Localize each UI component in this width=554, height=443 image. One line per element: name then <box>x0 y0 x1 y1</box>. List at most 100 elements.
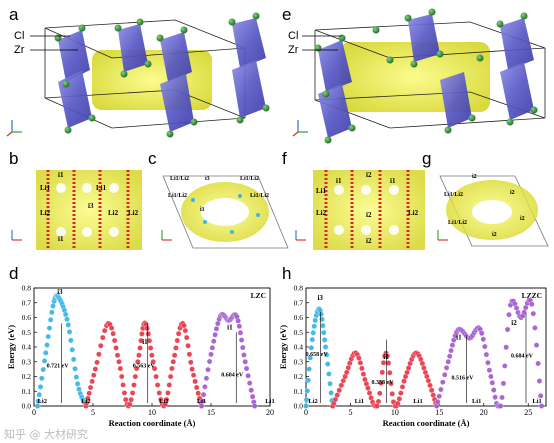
site-label: i3 <box>205 176 210 182</box>
data-point <box>192 378 198 385</box>
data-point <box>128 396 134 403</box>
data-point <box>182 327 189 334</box>
data-point <box>35 398 42 404</box>
data-point <box>212 332 218 338</box>
site-label: Li1/Li2 <box>250 193 270 199</box>
site-label: i1 <box>58 171 64 179</box>
energy-chart-lzc: 0.0 0.1 0.2 0.3 0.4 0.5 0.6 0.7 0.8 0 5 10 15 20 React… <box>6 284 275 429</box>
annotation-label: 0.563 eV <box>133 364 156 370</box>
data-point <box>245 372 251 379</box>
data-point <box>306 366 312 372</box>
data-point <box>535 360 541 367</box>
x-tick-label: 5 <box>91 408 95 417</box>
data-point <box>166 382 173 388</box>
data-point <box>378 380 384 386</box>
data-point <box>538 403 545 409</box>
data-point <box>238 337 245 343</box>
data-point <box>68 337 74 344</box>
data-point <box>70 356 77 363</box>
data-point <box>43 350 49 356</box>
data-point <box>428 387 435 394</box>
label-zr-e: Zr <box>288 44 299 56</box>
data-point <box>388 380 394 387</box>
data-point <box>98 342 104 349</box>
data-point <box>366 390 373 396</box>
data-point <box>40 366 46 373</box>
data-point <box>90 372 97 378</box>
annotation-label: i2 <box>511 319 517 327</box>
data-point <box>502 363 508 369</box>
site-label: i2 <box>520 216 525 222</box>
site-label: Li2 <box>40 209 51 217</box>
data-point <box>153 373 159 380</box>
x-tick-label: 20 <box>266 408 274 417</box>
data-point <box>213 326 220 332</box>
data-point <box>73 374 80 380</box>
site-label: Li1/Li2 <box>168 193 188 199</box>
data-point <box>485 359 491 366</box>
data-point <box>210 338 217 344</box>
site-label: Li1 <box>413 398 422 405</box>
data-point <box>203 375 210 382</box>
site-label: Li1 <box>532 398 541 405</box>
data-point <box>173 345 179 351</box>
data-point <box>114 352 121 358</box>
data-point <box>110 330 116 337</box>
data-point <box>396 396 403 402</box>
axis-triad-a <box>6 120 22 137</box>
data-point <box>138 337 144 344</box>
data-point <box>69 346 75 353</box>
data-point <box>365 385 371 391</box>
data-point <box>37 384 44 390</box>
data-point <box>181 322 187 329</box>
data-point <box>449 342 456 348</box>
site-label: i1 <box>200 207 205 213</box>
x-axis-label: Reaction coordinate (Å) <box>383 418 470 428</box>
data-point <box>320 322 326 329</box>
site-label: i1 <box>336 177 342 185</box>
data-point <box>89 378 95 385</box>
y-tick-label: 0.5 <box>294 328 304 337</box>
data-point <box>41 358 48 364</box>
site-label: Li1/Li2 <box>444 192 464 198</box>
panel-letter-h: h <box>282 264 292 283</box>
data-point <box>440 379 446 385</box>
site-label: Li2 <box>38 398 47 405</box>
data-point <box>482 343 488 350</box>
structure-c <box>162 175 289 249</box>
data-point <box>320 329 327 336</box>
data-point <box>345 364 352 371</box>
data-point <box>189 366 195 372</box>
data-point <box>374 403 380 409</box>
data-point <box>303 396 310 403</box>
y-tick-label: 0.7 <box>22 298 32 307</box>
data-point <box>111 337 118 344</box>
annotation-label: 0.358 eV <box>371 380 394 386</box>
annotation-label: 0.684 eV <box>511 353 534 359</box>
x-axis-label: Reaction coordinate (Å) <box>109 418 196 428</box>
data-point <box>120 382 126 388</box>
panel-letter-c: c <box>148 149 157 168</box>
data-point <box>62 311 69 318</box>
data-point <box>486 367 493 373</box>
site-label: i2 <box>510 190 515 196</box>
annotation-label: 0.721 eV <box>47 364 70 370</box>
axis-triad-b <box>11 230 22 241</box>
data-point <box>249 393 256 400</box>
site-label: i1 <box>390 177 396 185</box>
data-point <box>50 303 56 309</box>
data-point <box>427 382 433 389</box>
site-label: i2 <box>366 171 372 179</box>
data-point <box>151 365 158 372</box>
data-point <box>74 381 81 387</box>
data-point <box>122 396 129 403</box>
site-label: Li1 <box>355 398 364 405</box>
data-point <box>241 352 247 358</box>
data-point <box>146 337 153 344</box>
data-point <box>94 359 100 366</box>
data-point <box>44 342 50 348</box>
data-point <box>113 345 119 351</box>
y-tick-label: 0.6 <box>294 313 304 322</box>
data-point <box>441 372 448 378</box>
y-tick-label: 0.1 <box>22 387 32 396</box>
